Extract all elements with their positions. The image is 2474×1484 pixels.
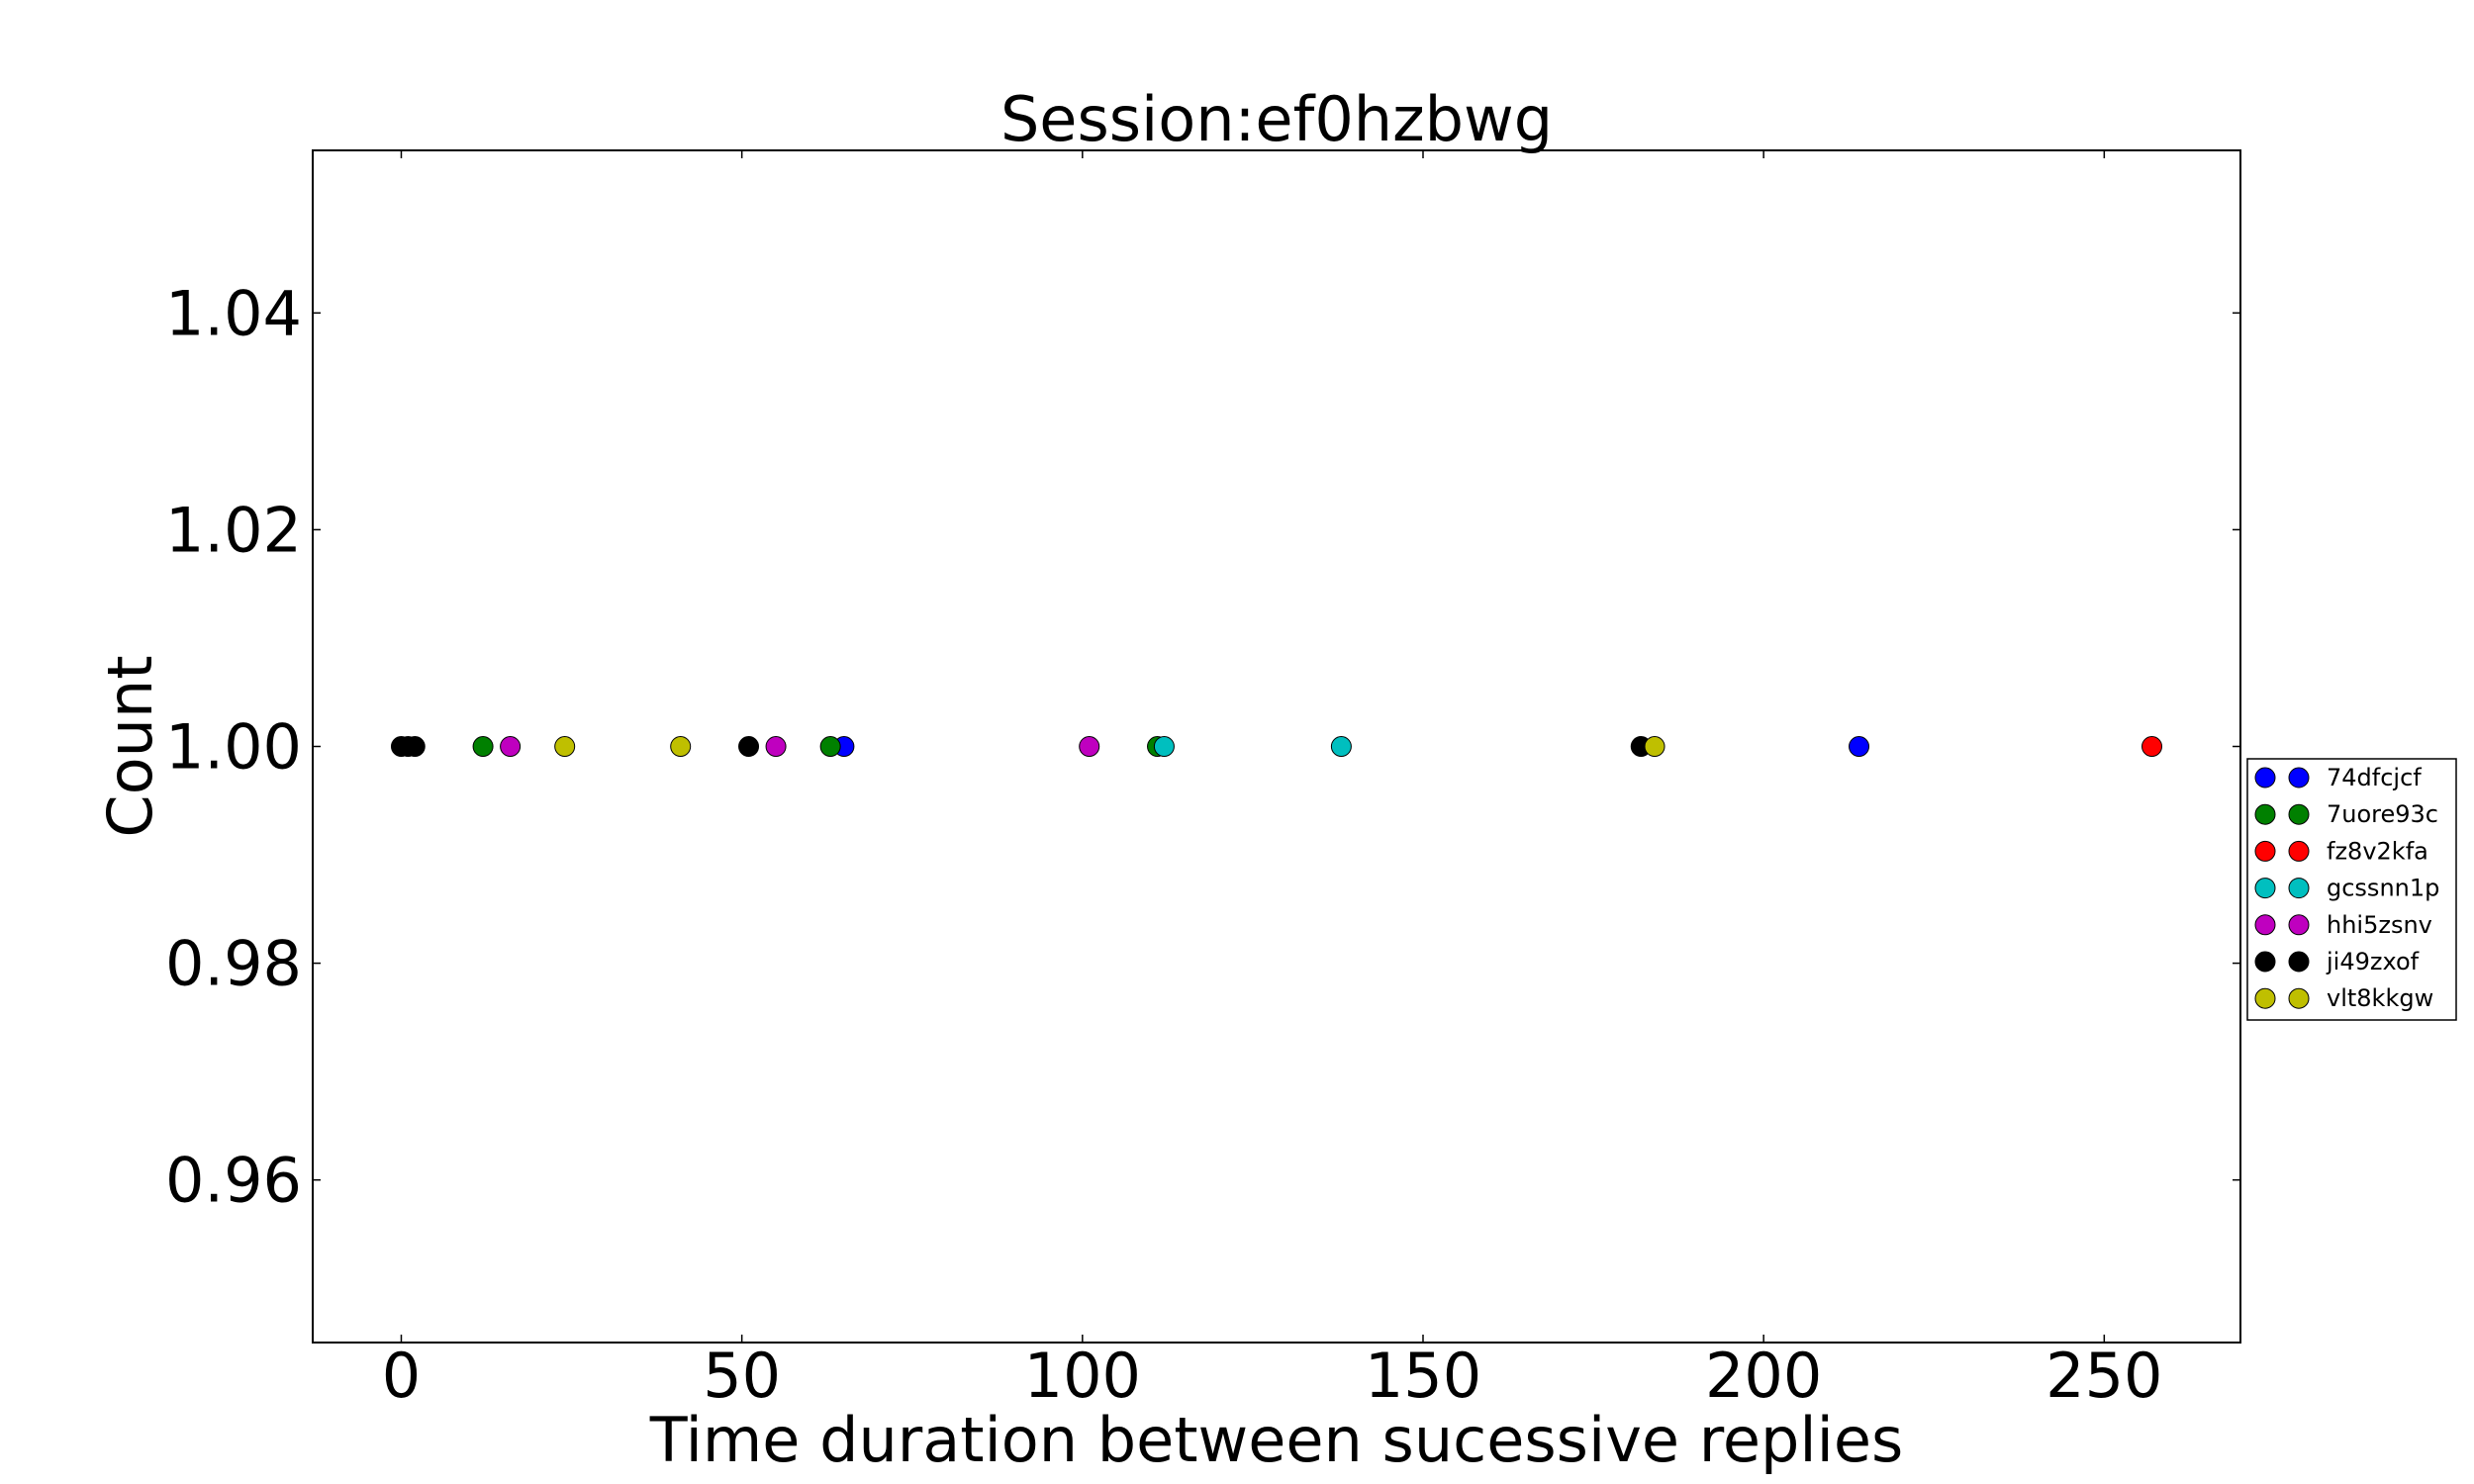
data-point [1153, 736, 1175, 757]
x-tick-label: 100 [1024, 1340, 1141, 1412]
legend-item: fz8v2kfa [2254, 837, 2428, 865]
legend-marker [2288, 840, 2310, 862]
legend-marker [2254, 951, 2276, 973]
legend-label: vlt8kkgw [2327, 984, 2433, 1012]
series-vlt8kkgw [554, 736, 1665, 757]
legend-item: 74dfcjcf [2254, 764, 2422, 791]
legend-label: 74dfcjcf [2327, 764, 2422, 791]
y-tick-label: 1.04 [165, 277, 302, 349]
data-point [1849, 736, 1870, 757]
legend-box [2246, 758, 2457, 1021]
legend-label: gcssnn1p [2327, 875, 2439, 902]
legend-marker [2254, 914, 2276, 936]
legend-item: vlt8kkgw [2254, 984, 2433, 1012]
legend: 74dfcjcf 7uore93c fz8v2kfa gcssnn1p hhi5zsnv… [2246, 758, 2457, 1021]
series-gcssnn1p [1153, 736, 1352, 757]
y-tick-label: 0.96 [165, 1145, 302, 1217]
legend-marker [2288, 767, 2310, 788]
legend-label: ji49zxof [2326, 948, 2420, 975]
legend-item: ji49zxof [2254, 948, 2420, 975]
legend-marker [2254, 987, 2276, 1009]
chart-title: Session:ef0hzbwg [1000, 83, 1553, 155]
plot-frame [312, 149, 2241, 1344]
legend-marker [2288, 803, 2310, 825]
legend-item: 7uore93c [2254, 800, 2438, 828]
data-point [554, 736, 576, 757]
x-tick-label: 150 [1365, 1340, 1481, 1412]
series-fz8v2kfa [2141, 736, 2163, 757]
data-point [738, 736, 760, 757]
data-point [1079, 736, 1100, 757]
x-tick-label: 250 [2046, 1340, 2162, 1412]
data-point [1330, 736, 1352, 757]
data-point [670, 736, 692, 757]
series-ji49zxof [390, 736, 1652, 757]
y-tick-label: 0.98 [165, 928, 302, 1000]
legend-marker [2288, 914, 2310, 936]
data-point [404, 736, 426, 757]
data-point [472, 736, 494, 757]
series-hhi5zsnv [500, 736, 1100, 757]
y-tick-label: 1.02 [165, 494, 302, 566]
data-point [1644, 736, 1665, 757]
legend-label: hhi5zsnv [2327, 911, 2432, 939]
legend-marker [2288, 987, 2310, 1009]
x-tick-label: 0 [382, 1340, 421, 1412]
data-point [819, 736, 841, 757]
x-axis-label: Time duration between sucessive replies [649, 1404, 1904, 1476]
legend-marker [2254, 840, 2276, 862]
data-point [500, 736, 522, 757]
legend-marker [2288, 878, 2310, 899]
legend-item: hhi5zsnv [2254, 911, 2432, 939]
legend-label: 7uore93c [2327, 800, 2438, 828]
legend-marker [2288, 951, 2310, 973]
y-axis-label: Count [94, 655, 166, 837]
y-tick-label: 1.00 [165, 711, 302, 784]
data-point [2141, 736, 2163, 757]
legend-label: fz8v2kfa [2327, 837, 2428, 865]
legend-item: gcssnn1p [2254, 875, 2439, 902]
series-7uore93c [472, 736, 1169, 757]
data-point [765, 736, 787, 757]
legend-marker [2254, 878, 2276, 899]
legend-marker [2254, 767, 2276, 788]
x-tick-label: 50 [703, 1340, 781, 1412]
x-tick-label: 200 [1705, 1340, 1822, 1412]
plot-area: 0 50 100 150 200 250 0.96 0.98 1.00 1.02 1.04 [165, 149, 2241, 1412]
legend-marker [2254, 803, 2276, 825]
